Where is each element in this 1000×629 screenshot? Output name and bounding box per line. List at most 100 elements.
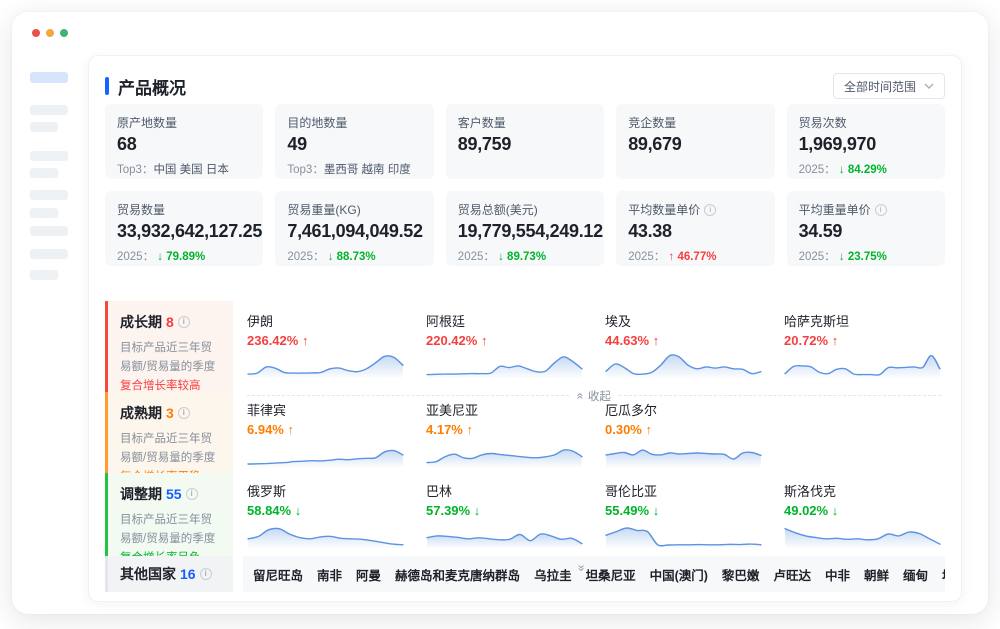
stat-card-trade-total: 贸易总额(美元) 19,779,554,249.12 2025： ↓ 89.73… bbox=[445, 191, 605, 266]
close-window-icon[interactable] bbox=[32, 29, 40, 37]
stat-trend: 2025： ↓ 84.29% bbox=[798, 164, 887, 176]
sparkline-chart bbox=[605, 350, 762, 378]
stage-row-adjustment: 调整期 55 i 目标产品近三年贸易额/贸易量的季度复合增长率呈负 俄罗斯 58… bbox=[105, 473, 945, 576]
arrow-up-icon: ↑ bbox=[652, 333, 660, 348]
stat-value: 89,679 bbox=[628, 134, 682, 154]
arrow-down-icon: ↓ bbox=[838, 164, 845, 176]
sidebar-item-active[interactable] bbox=[30, 72, 68, 83]
info-icon[interactable]: i bbox=[177, 316, 190, 328]
trend-value: 58.84% ↓ bbox=[247, 503, 302, 518]
sidebar-item[interactable] bbox=[30, 168, 58, 178]
stat-label: 贸易总额(美元) bbox=[457, 203, 538, 217]
stat-cards-row-2: 贸易数量 33,932,642,127.25 2025： ↓ 79.89% 贸易… bbox=[105, 191, 945, 266]
stat-card-avg-quantity-price: 平均数量单价 i 43.38 2025： ↑ 46.77% bbox=[616, 191, 775, 266]
sidebar-item[interactable] bbox=[30, 270, 58, 280]
country-item: 坦桑尼亚 bbox=[585, 568, 636, 583]
title-accent-bar bbox=[105, 77, 109, 95]
info-icon[interactable]: i bbox=[185, 488, 198, 500]
country-item: 中国(澳门) bbox=[649, 568, 708, 583]
country-name: 巴林 bbox=[426, 484, 453, 499]
chevron-down-icon bbox=[924, 83, 934, 89]
stage-panel-growth: 成长期 8 i 目标产品近三年贸易额/贸易量的季度复合增长率较高 bbox=[105, 301, 233, 404]
maximize-window-icon[interactable] bbox=[60, 29, 68, 37]
sidebar-item[interactable] bbox=[30, 151, 68, 161]
country-name: 埃及 bbox=[605, 314, 632, 329]
sidebar-item[interactable] bbox=[30, 208, 58, 218]
country-trend-chart-iran[interactable]: 伊朗 236.42% ↑ bbox=[247, 311, 404, 386]
stat-card-origin-count: 原产地数量 68 Top3：中国 美国 日本 bbox=[105, 104, 264, 179]
country-trend-chart-russia[interactable]: 俄罗斯 58.84% ↓ bbox=[247, 481, 404, 558]
stat-trend: 2025： ↑ 46.77% bbox=[628, 251, 717, 263]
country-name: 斯洛伐克 bbox=[784, 484, 837, 499]
country-item: 卢旺达 bbox=[773, 568, 811, 583]
country-trend-chart-egypt[interactable]: 埃及 44.63% ↑ bbox=[605, 311, 762, 386]
country-trend-chart-kazakhstan[interactable]: 哈萨克斯坦 20.72% ↑ bbox=[784, 311, 941, 386]
stage-count: 3 bbox=[166, 405, 174, 421]
arrow-down-icon: ↓ bbox=[327, 251, 334, 263]
app-window: 产品概况 全部时间范围 原产地数量 68 Top3：中国 美国 日本 目的地数量… bbox=[12, 12, 988, 614]
sidebar-item[interactable] bbox=[30, 122, 58, 132]
trend-value: 236.42% ↑ bbox=[247, 333, 309, 348]
country-item: 阿曼 bbox=[356, 568, 382, 583]
stat-label: 平均重量单价 i bbox=[799, 201, 933, 218]
country-trend-chart-bahrain[interactable]: 巴林 57.39% ↓ bbox=[426, 481, 583, 558]
info-icon[interactable]: i bbox=[177, 407, 190, 419]
sparkline-chart bbox=[247, 350, 404, 378]
sparkline-chart bbox=[784, 350, 941, 378]
stat-subtext: Top3：中国 美国 日本 bbox=[117, 164, 229, 176]
arrow-down-icon: ↓ bbox=[838, 251, 845, 263]
collapse-toggle-bottom[interactable]: «收起 bbox=[243, 599, 945, 601]
stat-label: 客户数量 bbox=[457, 116, 506, 130]
country-item: 乌拉圭 bbox=[534, 568, 572, 583]
arrow-down-icon: ↓ bbox=[498, 251, 504, 263]
sidebar-skeleton bbox=[30, 72, 74, 280]
stat-card-customer-count: 客户数量 89,759 bbox=[445, 104, 605, 179]
info-icon[interactable]: i bbox=[199, 568, 212, 580]
collapse-toggle[interactable]: «收起 bbox=[247, 388, 941, 404]
window-controls bbox=[32, 29, 68, 37]
country-trend-chart-ecuador[interactable]: 厄瓜多尔 0.30% ↑ bbox=[605, 400, 762, 495]
stat-card-trade-weight: 贸易重量(KG) 7,461,094,049.52 2025： ↓ 88.73% bbox=[275, 191, 434, 266]
info-icon[interactable]: i bbox=[874, 203, 887, 216]
stat-card-trade-count: 贸易次数 1,969,970 2025： ↓ 84.29% bbox=[786, 104, 945, 179]
arrow-up-icon: ↑ bbox=[668, 251, 675, 263]
minimize-window-icon[interactable] bbox=[46, 29, 54, 37]
sparkline-chart bbox=[247, 439, 404, 467]
stat-value: 68 bbox=[117, 134, 137, 154]
bottom-toggle-row: «收起 bbox=[105, 597, 945, 601]
country-trend-chart-argentina[interactable]: 阿根廷 220.42% ↑ bbox=[426, 311, 583, 386]
stat-label: 贸易数量 bbox=[117, 203, 166, 217]
stat-card-competitor-count: 竞企数量 89,679 bbox=[616, 104, 775, 179]
arrow-up-icon: ↑ bbox=[287, 422, 295, 437]
sidebar-item[interactable] bbox=[30, 226, 68, 236]
dashed-divider bbox=[618, 395, 941, 397]
stage-row-growth: 成长期 8 i 目标产品近三年贸易额/贸易量的季度复合增长率较高 伊朗 236.… bbox=[105, 301, 945, 404]
country-name: 亚美尼亚 bbox=[426, 403, 479, 418]
stat-subtext: Top3：墨西哥 越南 印度 bbox=[287, 164, 411, 176]
country-name: 伊朗 bbox=[247, 314, 274, 329]
stage-title: 成熟期 3 i bbox=[120, 403, 223, 423]
sparkline-chart bbox=[247, 520, 404, 548]
country-trend-chart-slovakia[interactable]: 斯洛伐克 49.02% ↓ bbox=[784, 481, 941, 558]
time-range-dropdown[interactable]: 全部时间范围 bbox=[832, 73, 945, 99]
stat-cards-row-1: 原产地数量 68 Top3：中国 美国 日本 目的地数量 49 Top3：墨西哥… bbox=[105, 104, 945, 179]
sparkline-chart bbox=[426, 439, 583, 467]
stat-trend: 2025： ↓ 88.73% bbox=[287, 251, 376, 263]
sparkline-chart bbox=[426, 350, 583, 378]
sidebar-item[interactable] bbox=[30, 190, 68, 200]
info-icon[interactable]: i bbox=[704, 203, 717, 216]
country-name: 厄瓜多尔 bbox=[605, 403, 658, 418]
country-trend-chart-philippines[interactable]: 菲律宾 6.94% ↑ bbox=[247, 400, 404, 495]
country-item: 黎巴嫩 bbox=[721, 568, 760, 583]
sidebar-item[interactable] bbox=[30, 105, 68, 115]
country-trend-chart-colombia[interactable]: 哥伦比亚 55.49% ↓ bbox=[605, 481, 762, 558]
country-item: 朝鲜 bbox=[863, 568, 889, 583]
other-countries-list: 留尼旺岛 南非 阿曼 赫德岛和麦克唐纳群岛 乌拉圭 坦桑尼亚 中国(澳门) 黎巴嫩 卢旺达 中非朝… bbox=[243, 556, 945, 592]
country-name: 哥伦比亚 bbox=[605, 484, 658, 499]
stat-label: 竞企数量 bbox=[628, 116, 677, 130]
country-trend-chart-armenia[interactable]: 亚美尼亚 4.17% ↑ bbox=[426, 400, 583, 495]
country-item: 埃塞俄比亚 bbox=[942, 565, 945, 584]
sidebar-item[interactable] bbox=[30, 249, 68, 259]
stat-value: 33,932,642,127.25 bbox=[117, 221, 263, 241]
trend-value: 44.63% ↑ bbox=[605, 333, 660, 348]
